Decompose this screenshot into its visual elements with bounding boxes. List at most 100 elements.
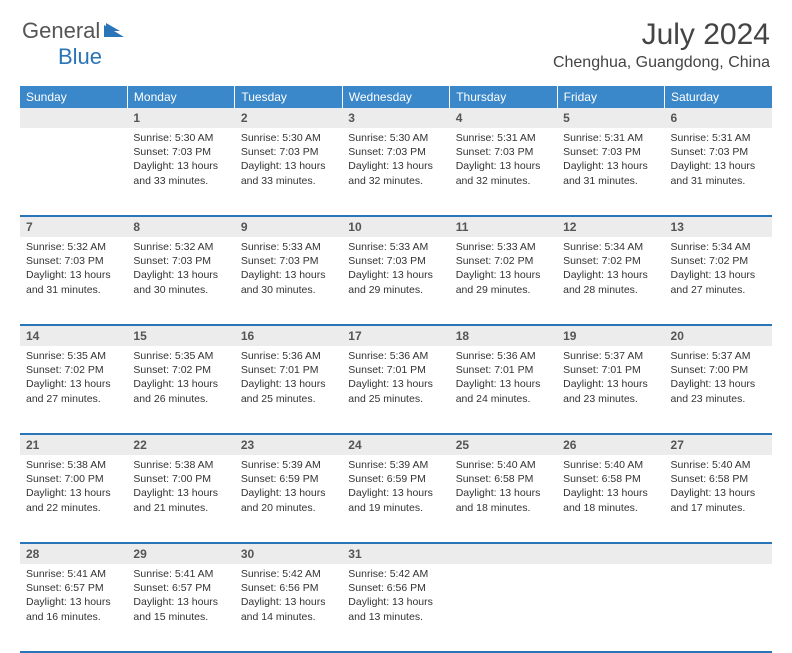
weekday-header-cell: Thursday bbox=[450, 86, 557, 108]
title-block: July 2024 Chenghua, Guangdong, China bbox=[553, 18, 770, 72]
calendar-day-cell: Sunrise: 5:33 AMSunset: 7:02 PMDaylight:… bbox=[450, 237, 557, 325]
weekday-header-cell: Monday bbox=[127, 86, 234, 108]
daylight-line: Daylight: 13 hours and 33 minutes. bbox=[133, 159, 228, 187]
sunset-line: Sunset: 7:03 PM bbox=[671, 145, 766, 159]
sunrise-line: Sunrise: 5:40 AM bbox=[456, 458, 551, 472]
day-number-cell: 28 bbox=[20, 543, 127, 564]
daylight-line: Daylight: 13 hours and 30 minutes. bbox=[241, 268, 336, 296]
day-detail: Sunrise: 5:33 AMSunset: 7:02 PMDaylight:… bbox=[450, 237, 557, 303]
sunset-line: Sunset: 6:57 PM bbox=[133, 581, 228, 595]
calendar-day-cell: Sunrise: 5:41 AMSunset: 6:57 PMDaylight:… bbox=[127, 564, 234, 652]
sunrise-line: Sunrise: 5:36 AM bbox=[241, 349, 336, 363]
calendar-day-cell: Sunrise: 5:40 AMSunset: 6:58 PMDaylight:… bbox=[557, 455, 664, 543]
day-number-cell bbox=[557, 543, 664, 564]
calendar-day-cell: Sunrise: 5:42 AMSunset: 6:56 PMDaylight:… bbox=[235, 564, 342, 652]
daylight-line: Daylight: 13 hours and 25 minutes. bbox=[241, 377, 336, 405]
day-number-row: 14151617181920 bbox=[20, 325, 772, 346]
daylight-line: Daylight: 13 hours and 31 minutes. bbox=[26, 268, 121, 296]
day-detail: Sunrise: 5:35 AMSunset: 7:02 PMDaylight:… bbox=[127, 346, 234, 412]
sunset-line: Sunset: 7:02 PM bbox=[671, 254, 766, 268]
sunset-line: Sunset: 7:00 PM bbox=[671, 363, 766, 377]
calendar-day-cell: Sunrise: 5:39 AMSunset: 6:59 PMDaylight:… bbox=[342, 455, 449, 543]
sunrise-line: Sunrise: 5:35 AM bbox=[26, 349, 121, 363]
sunrise-line: Sunrise: 5:38 AM bbox=[133, 458, 228, 472]
day-detail: Sunrise: 5:30 AMSunset: 7:03 PMDaylight:… bbox=[342, 128, 449, 194]
day-detail: Sunrise: 5:40 AMSunset: 6:58 PMDaylight:… bbox=[665, 455, 772, 521]
day-number-cell: 8 bbox=[127, 216, 234, 237]
calendar-day-cell: Sunrise: 5:38 AMSunset: 7:00 PMDaylight:… bbox=[20, 455, 127, 543]
sunset-line: Sunset: 7:02 PM bbox=[456, 254, 551, 268]
calendar-day-cell: Sunrise: 5:31 AMSunset: 7:03 PMDaylight:… bbox=[450, 128, 557, 216]
day-number-cell: 17 bbox=[342, 325, 449, 346]
calendar-content-row: Sunrise: 5:32 AMSunset: 7:03 PMDaylight:… bbox=[20, 237, 772, 325]
day-number-cell: 25 bbox=[450, 434, 557, 455]
day-number-cell: 4 bbox=[450, 108, 557, 128]
calendar-day-cell bbox=[450, 564, 557, 652]
logo-sub: Blue bbox=[22, 44, 102, 70]
sunset-line: Sunset: 7:01 PM bbox=[348, 363, 443, 377]
daylight-line: Daylight: 13 hours and 27 minutes. bbox=[671, 268, 766, 296]
day-detail: Sunrise: 5:38 AMSunset: 7:00 PMDaylight:… bbox=[127, 455, 234, 521]
calendar-day-cell: Sunrise: 5:30 AMSunset: 7:03 PMDaylight:… bbox=[342, 128, 449, 216]
sunrise-line: Sunrise: 5:33 AM bbox=[241, 240, 336, 254]
day-detail: Sunrise: 5:34 AMSunset: 7:02 PMDaylight:… bbox=[665, 237, 772, 303]
sunset-line: Sunset: 7:03 PM bbox=[241, 254, 336, 268]
sunset-line: Sunset: 7:03 PM bbox=[133, 145, 228, 159]
day-number-cell bbox=[20, 108, 127, 128]
sunrise-line: Sunrise: 5:34 AM bbox=[563, 240, 658, 254]
sunrise-line: Sunrise: 5:37 AM bbox=[671, 349, 766, 363]
sunset-line: Sunset: 7:03 PM bbox=[241, 145, 336, 159]
day-detail: Sunrise: 5:33 AMSunset: 7:03 PMDaylight:… bbox=[342, 237, 449, 303]
daylight-line: Daylight: 13 hours and 15 minutes. bbox=[133, 595, 228, 623]
day-number-row: 123456 bbox=[20, 108, 772, 128]
calendar-day-cell: Sunrise: 5:34 AMSunset: 7:02 PMDaylight:… bbox=[665, 237, 772, 325]
sunrise-line: Sunrise: 5:33 AM bbox=[348, 240, 443, 254]
weekday-header-cell: Tuesday bbox=[235, 86, 342, 108]
sunset-line: Sunset: 6:58 PM bbox=[456, 472, 551, 486]
calendar-day-cell bbox=[20, 128, 127, 216]
daylight-line: Daylight: 13 hours and 29 minutes. bbox=[456, 268, 551, 296]
day-number-cell: 14 bbox=[20, 325, 127, 346]
day-number-cell: 23 bbox=[235, 434, 342, 455]
sunset-line: Sunset: 7:03 PM bbox=[26, 254, 121, 268]
sunset-line: Sunset: 6:56 PM bbox=[348, 581, 443, 595]
sunrise-line: Sunrise: 5:33 AM bbox=[456, 240, 551, 254]
sunset-line: Sunset: 7:01 PM bbox=[563, 363, 658, 377]
calendar-day-cell: Sunrise: 5:35 AMSunset: 7:02 PMDaylight:… bbox=[20, 346, 127, 434]
calendar-day-cell bbox=[665, 564, 772, 652]
sunset-line: Sunset: 7:03 PM bbox=[563, 145, 658, 159]
day-detail: Sunrise: 5:31 AMSunset: 7:03 PMDaylight:… bbox=[557, 128, 664, 194]
day-detail: Sunrise: 5:41 AMSunset: 6:57 PMDaylight:… bbox=[127, 564, 234, 630]
sunrise-line: Sunrise: 5:32 AM bbox=[26, 240, 121, 254]
daylight-line: Daylight: 13 hours and 29 minutes. bbox=[348, 268, 443, 296]
day-number-cell: 15 bbox=[127, 325, 234, 346]
day-number-row: 21222324252627 bbox=[20, 434, 772, 455]
day-detail: Sunrise: 5:30 AMSunset: 7:03 PMDaylight:… bbox=[235, 128, 342, 194]
day-number-cell: 18 bbox=[450, 325, 557, 346]
daylight-line: Daylight: 13 hours and 23 minutes. bbox=[563, 377, 658, 405]
weekday-header-cell: Sunday bbox=[20, 86, 127, 108]
sunset-line: Sunset: 6:59 PM bbox=[348, 472, 443, 486]
day-detail: Sunrise: 5:32 AMSunset: 7:03 PMDaylight:… bbox=[20, 237, 127, 303]
daylight-line: Daylight: 13 hours and 21 minutes. bbox=[133, 486, 228, 514]
calendar-day-cell: Sunrise: 5:34 AMSunset: 7:02 PMDaylight:… bbox=[557, 237, 664, 325]
calendar-day-cell: Sunrise: 5:33 AMSunset: 7:03 PMDaylight:… bbox=[235, 237, 342, 325]
calendar-content-row: Sunrise: 5:35 AMSunset: 7:02 PMDaylight:… bbox=[20, 346, 772, 434]
sunset-line: Sunset: 6:57 PM bbox=[26, 581, 121, 595]
calendar-day-cell: Sunrise: 5:36 AMSunset: 7:01 PMDaylight:… bbox=[235, 346, 342, 434]
day-number-cell: 29 bbox=[127, 543, 234, 564]
sunrise-line: Sunrise: 5:31 AM bbox=[671, 131, 766, 145]
day-detail: Sunrise: 5:40 AMSunset: 6:58 PMDaylight:… bbox=[557, 455, 664, 521]
calendar-day-cell: Sunrise: 5:36 AMSunset: 7:01 PMDaylight:… bbox=[342, 346, 449, 434]
day-detail: Sunrise: 5:30 AMSunset: 7:03 PMDaylight:… bbox=[127, 128, 234, 194]
day-number-cell: 3 bbox=[342, 108, 449, 128]
daylight-line: Daylight: 13 hours and 26 minutes. bbox=[133, 377, 228, 405]
sunrise-line: Sunrise: 5:31 AM bbox=[563, 131, 658, 145]
day-detail: Sunrise: 5:42 AMSunset: 6:56 PMDaylight:… bbox=[235, 564, 342, 630]
calendar-day-cell: Sunrise: 5:32 AMSunset: 7:03 PMDaylight:… bbox=[20, 237, 127, 325]
sunrise-line: Sunrise: 5:35 AM bbox=[133, 349, 228, 363]
day-detail: Sunrise: 5:32 AMSunset: 7:03 PMDaylight:… bbox=[127, 237, 234, 303]
day-number-cell bbox=[665, 543, 772, 564]
day-number-cell: 5 bbox=[557, 108, 664, 128]
sunset-line: Sunset: 7:03 PM bbox=[348, 145, 443, 159]
